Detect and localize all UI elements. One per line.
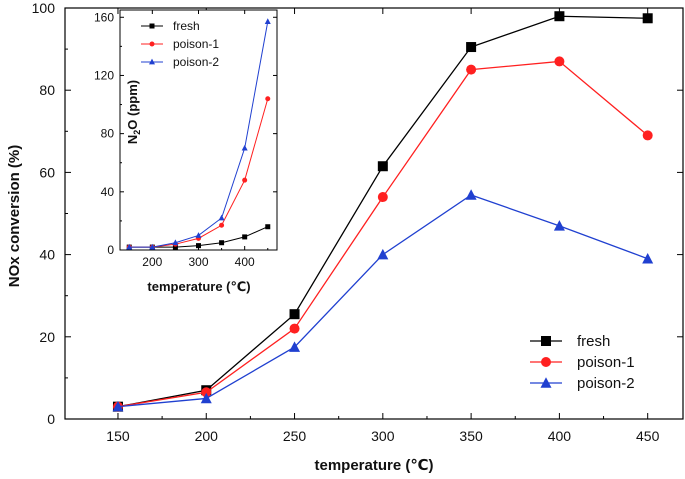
inset-y-tick-label: 0 <box>107 243 114 257</box>
inset-y-axis-title-main: N <box>125 135 140 144</box>
main-point-fresh <box>377 161 388 172</box>
main-point-fresh <box>642 13 653 24</box>
inset-y-tick-label: 40 <box>101 185 115 199</box>
inset-y-axis-title: N2O (ppm) <box>125 80 142 144</box>
main-y-tick-label: 20 <box>39 329 55 345</box>
main-point-fresh <box>554 11 565 22</box>
inset-point-fresh <box>196 243 201 249</box>
main-point-poison-1 <box>554 56 565 67</box>
main-legend-label-fresh: fresh <box>577 333 610 350</box>
main-point-poison-2 <box>642 252 654 264</box>
main-x-tick-label: 250 <box>283 428 307 444</box>
main-point-poison-1 <box>642 130 653 141</box>
main-y-tick-label: 40 <box>39 247 55 263</box>
main-point-fresh <box>466 42 477 53</box>
inset-point-poison-2 <box>241 144 248 151</box>
main-point-poison-1 <box>201 387 212 398</box>
inset-legend-label-poison-2: poison-2 <box>173 55 219 69</box>
main-legend-marker-poison-1 <box>541 357 551 367</box>
main-x-tick-label: 400 <box>548 428 572 444</box>
inset-point-fresh <box>265 224 271 230</box>
main-x-axis-title: temperature (℃) <box>314 457 433 474</box>
main-point-poison-1 <box>377 192 388 203</box>
inset-point-fresh <box>219 240 225 246</box>
inset-plot-frame <box>119 9 278 251</box>
main-legend-label-poison-1: poison-1 <box>577 354 635 371</box>
inset-legend-label-fresh: fresh <box>173 19 200 33</box>
inset-legend-marker-fresh <box>149 23 155 29</box>
inset-x-axis-title: temperature (℃) <box>147 279 250 294</box>
inset-point-poison-1 <box>219 222 225 228</box>
inset-legend-label-poison-1: poison-1 <box>173 37 219 51</box>
main-point-poison-2 <box>289 341 301 352</box>
inset-point-poison-2 <box>264 18 271 25</box>
main-legend-label-poison-2: poison-2 <box>577 375 635 392</box>
inset-x-tick-label: 400 <box>235 255 255 269</box>
inset-point-poison-2 <box>126 243 133 250</box>
main-x-tick-label: 300 <box>371 428 395 444</box>
inset-x-tick-label: 200 <box>142 255 162 269</box>
main-y-tick-label: 0 <box>47 411 55 427</box>
main-point-poison-2 <box>377 248 389 260</box>
inset-point-poison-1 <box>265 96 271 102</box>
main-y-axis-title: NOx conversion (%) <box>6 145 23 288</box>
inset-y-tick-label: 120 <box>94 68 114 82</box>
main-point-fresh <box>289 309 300 320</box>
main-point-poison-2 <box>465 189 477 200</box>
inset-y-tick-label: 160 <box>94 10 114 24</box>
main-legend-marker-poison-2 <box>540 377 552 388</box>
inset-y-axis-title-rest: O (ppm) <box>125 80 140 130</box>
main-x-tick-label: 150 <box>106 428 130 444</box>
inset-point-poison-2 <box>149 243 156 250</box>
main-point-poison-1 <box>466 64 477 75</box>
inset-point-poison-2 <box>172 239 179 246</box>
inset-y-axis-title-subscript: 2 <box>132 130 142 135</box>
main-point-poison-2 <box>112 400 124 412</box>
inset-legend-marker-poison-1 <box>149 41 155 47</box>
inset-point-fresh <box>172 244 178 250</box>
main-x-tick-label: 200 <box>195 428 219 444</box>
main-point-poison-2 <box>553 220 565 231</box>
main-point-poison-1 <box>289 323 300 334</box>
inset-y-tick-label: 80 <box>101 127 115 141</box>
main-x-tick-label: 450 <box>636 428 660 444</box>
inset-point-poison-2 <box>218 214 225 221</box>
inset-point-fresh <box>242 234 248 240</box>
inset-legend-marker-poison-2 <box>149 58 155 65</box>
main-y-tick-label: 100 <box>32 0 56 16</box>
main-y-tick-label: 80 <box>39 82 55 98</box>
main-x-tick-label: 350 <box>459 428 483 444</box>
inset-point-poison-1 <box>242 177 248 183</box>
inset-x-tick-label: 300 <box>188 255 208 269</box>
inset-point-poison-2 <box>195 232 202 238</box>
main-legend-marker-fresh <box>541 336 551 346</box>
main-point-poison-2 <box>200 392 212 404</box>
main-y-tick-label: 60 <box>39 164 55 180</box>
